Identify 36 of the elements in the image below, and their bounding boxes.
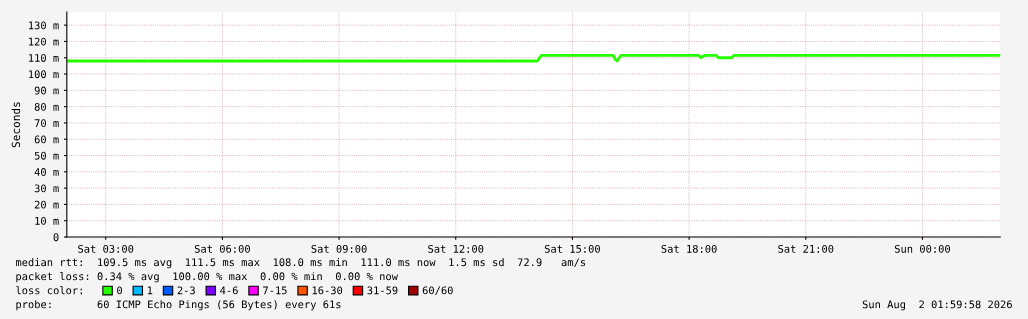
x-tick-label: Sat 06:00 [194,244,250,253]
legend-title: loss color: [16,286,82,295]
y-tick-label: 110 m [29,54,59,62]
y-tick-label: 30 m [34,184,59,193]
text: median rtt: 109.5 ms avg 111.5 ms max 108.0 ms min 111.0 ms now 1.5 ms sd 72.9 am/s [15,258,586,269]
y-tick-label: 100 m [29,70,59,79]
x-tick-label: Sat 18:00 [661,244,717,253]
y-tick-label: 90 m [34,86,59,95]
y-tick-label: 20 m [34,200,59,209]
legend-label: 2-3 [177,286,195,295]
text: packet loss: 0.34 % avg 100.00 % max 0.00 % min 0.00 % now [16,272,398,283]
legend-label: 1 [147,286,153,295]
y-tick-label: 60 m [34,135,59,144]
x-tick-label: Sun 00:00 [894,244,951,253]
legend-label: 7-15 [263,286,287,295]
x-tick-label: Sat 15:00 [544,244,600,253]
y-tick-label: 70 m [34,119,59,128]
x-tick-label: Sat 03:00 [78,244,134,253]
y-tick-label: 10 m [35,216,59,225]
legend-label: 0 [117,286,123,295]
x-tick-label: Sat 09:00 [311,244,367,253]
x-tick-label: Sat 21:00 [778,244,834,253]
y-tick-label: 0 [53,233,59,242]
legend-label: 4-6 [220,286,238,295]
legend-label: 16-30 [312,286,343,295]
legend-label: 31-59 [367,286,398,295]
y-tick-label: 40 m [34,168,59,176]
legend-label: 60/60 [422,286,453,296]
text: Sun Aug 2 01:59:58 2026 [862,300,1012,311]
y-tick-label: 120 m [29,37,59,46]
x-tick-label: Sat 12:00 [428,244,484,253]
y-tick-label: 80 m [34,102,59,111]
y-tick-label: 130 m [29,21,59,30]
text: probe: 60 ICMP Echo Pings (56 Bytes) every 61s [16,300,341,311]
y-tick-label: 50 m [34,151,59,160]
y-axis-title: Seconds [11,102,21,148]
